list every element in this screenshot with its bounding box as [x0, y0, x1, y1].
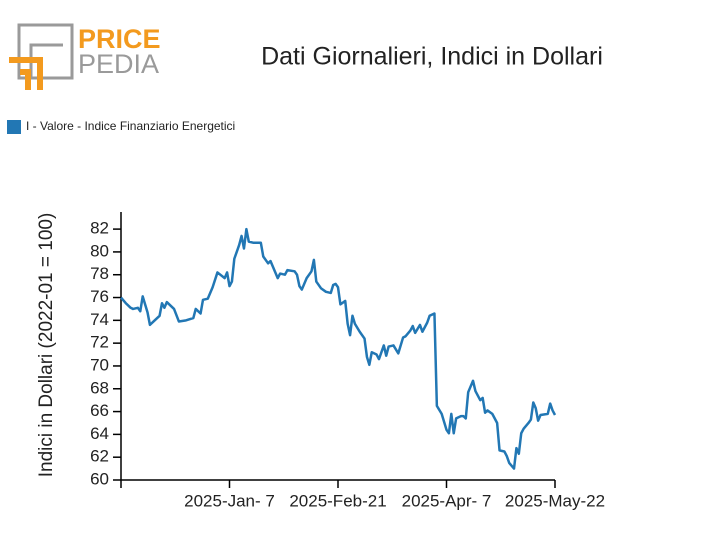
y-tick-label: 68 — [90, 378, 109, 397]
data-line — [120, 227, 557, 470]
logo: PRICE PEDIA — [9, 23, 161, 90]
y-axis-label: Indici in Dollari (2022-01 = 100) — [36, 213, 57, 478]
logo-inner — [29, 43, 63, 78]
y-tick-label: 66 — [90, 401, 109, 420]
logo-bracket — [20, 69, 31, 90]
y-tick-label: 72 — [90, 333, 109, 352]
logo-square — [17, 23, 74, 80]
y-tick-label: 80 — [90, 241, 109, 260]
y-tick-label: 64 — [90, 424, 109, 443]
legend-label: I - Valore - Indice Finanziario Energeti… — [26, 119, 235, 133]
x-tick-label: 2025-Feb-21 — [289, 491, 386, 510]
x-tick-label: 2025-May-22 — [505, 491, 605, 510]
legend-swatch — [7, 120, 21, 134]
chart-title: Dati Giornalieri, Indici in Dollari — [261, 43, 603, 71]
logo-text: PEDIA — [78, 49, 159, 79]
y-tick-label: 74 — [90, 310, 109, 329]
x-tick-label: 2025-Apr- 7 — [402, 491, 492, 510]
y-tick-label: 76 — [90, 287, 109, 306]
logo-text: PRICE — [78, 24, 161, 54]
y-tick-label: 70 — [90, 355, 109, 374]
y-tick-label: 78 — [90, 264, 109, 283]
logo-bracket — [9, 57, 43, 90]
y-tick-label: 62 — [90, 447, 109, 466]
y-tick-label: 60 — [90, 469, 109, 488]
y-tick-label: 82 — [90, 219, 109, 238]
x-tick-label: 2025-Jan- 7 — [184, 491, 275, 510]
